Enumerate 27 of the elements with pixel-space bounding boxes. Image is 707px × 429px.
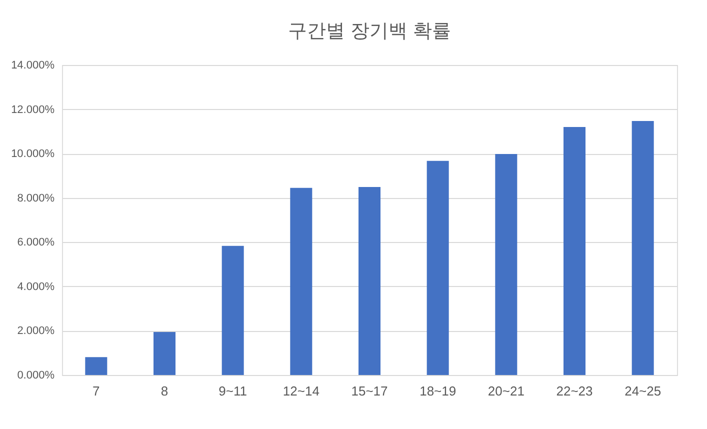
bar <box>154 332 176 375</box>
bar <box>85 357 108 375</box>
y-tick-label: 4.000% <box>17 280 55 293</box>
chart-title: 구간별 장기백 확률 <box>288 21 451 42</box>
y-tick-label: 2.000% <box>17 325 55 338</box>
bar <box>358 187 380 375</box>
y-tick-label: 10.000% <box>11 148 55 160</box>
bar <box>426 160 449 375</box>
x-tick-label: 24~25 <box>624 384 662 398</box>
x-tick-label: 7 <box>92 384 100 398</box>
y-tick-label: 6.000% <box>17 236 55 249</box>
x-tick-label: 22~23 <box>556 384 593 398</box>
y-tick-label: 14.000% <box>11 60 55 72</box>
bar <box>222 246 244 375</box>
x-tick-label: 15~17 <box>351 384 388 398</box>
bar <box>564 127 586 375</box>
y-tick-label: 12.000% <box>11 104 55 116</box>
x-tick-label: 12~14 <box>282 384 320 398</box>
x-tick-label: 18~19 <box>420 384 456 398</box>
bar <box>632 121 654 375</box>
bar <box>495 154 518 375</box>
y-tick-label: 0.000% <box>17 370 55 382</box>
x-tick-label: 9~11 <box>218 384 247 398</box>
x-tick-label: 20~21 <box>488 384 524 398</box>
x-tick-label: 8 <box>160 384 168 398</box>
bar <box>290 188 312 375</box>
y-tick-label: 8.000% <box>17 192 55 204</box>
